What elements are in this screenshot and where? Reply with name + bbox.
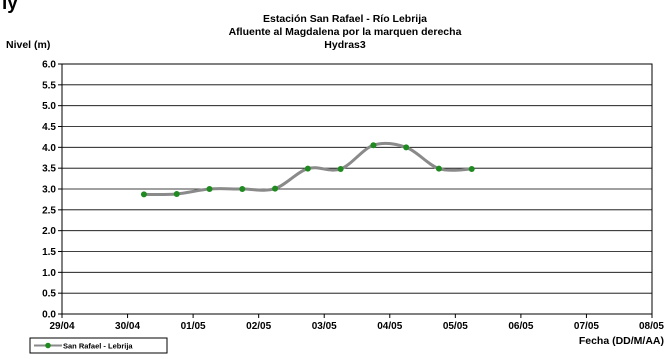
y-tick-label-0: 0.0 bbox=[42, 310, 56, 321]
x-tick-label-5: 04/05 bbox=[377, 321, 402, 332]
x-tick-label-0: 29/04 bbox=[49, 321, 74, 332]
data-point-0-9 bbox=[435, 165, 442, 172]
y-tick-label-4: 2.0 bbox=[42, 226, 56, 237]
data-point-0-0 bbox=[140, 191, 147, 198]
y-tick-label-10: 5.0 bbox=[42, 101, 56, 112]
grid-lines bbox=[62, 84, 652, 294]
y-axis-ticks: 0.0 0.5 1.0 1.5 2.0 2.5 3.0 3.5 4.0 4.5 5.0 5.5 6.0 bbox=[42, 60, 62, 321]
data-point-0-2 bbox=[206, 186, 213, 192]
chart-subtitle-line-1: Afluente al Magdalena por la marquen der… bbox=[229, 26, 462, 38]
y-tick-label-1: 0.5 bbox=[42, 289, 56, 300]
x-tick-label-1: 30/04 bbox=[115, 321, 140, 332]
y-tick-label-8: 4.0 bbox=[42, 143, 56, 154]
x-tick-label-6: 05/05 bbox=[443, 321, 468, 332]
data-point-0-1 bbox=[173, 191, 180, 197]
x-axis-label: Fecha (DD/M/AA) bbox=[579, 335, 664, 347]
y-axis-label: Nivel (m) bbox=[6, 39, 50, 51]
y-tick-label-7: 3.5 bbox=[42, 164, 56, 175]
legend-label: San Rafael - Lebrija bbox=[63, 342, 133, 351]
legend: San Rafael - Lebrija bbox=[29, 337, 168, 354]
x-tick-label-9: 08/05 bbox=[639, 321, 664, 332]
data-point-0-10 bbox=[468, 166, 475, 172]
x-tick-label-8: 07/05 bbox=[574, 321, 599, 332]
data-point-0-7 bbox=[370, 142, 377, 149]
legend-box bbox=[29, 337, 168, 354]
page-fragment-text: ly bbox=[2, 0, 18, 14]
x-axis-ticks: 29/04 30/04 01/05 02/05 03/05 04/05 05/05 06/05… bbox=[49, 314, 664, 332]
y-tick-label-3: 1.5 bbox=[42, 247, 56, 258]
data-point-0-6 bbox=[337, 166, 344, 172]
series-layer bbox=[140, 141, 475, 198]
y-tick-label-2: 1.0 bbox=[42, 268, 56, 279]
legend-marker bbox=[45, 342, 51, 349]
chart-subtitle-line-2: Hydras3 bbox=[324, 39, 366, 51]
y-tick-label-9: 4.5 bbox=[42, 122, 56, 133]
x-tick-label-3: 02/05 bbox=[246, 321, 271, 332]
data-point-0-8 bbox=[403, 144, 410, 151]
y-tick-label-6: 3.0 bbox=[42, 185, 56, 196]
y-tick-label-5: 2.5 bbox=[42, 205, 56, 216]
y-tick-label-12: 6.0 bbox=[42, 60, 56, 71]
data-point-0-3 bbox=[239, 186, 246, 192]
x-tick-label-4: 03/05 bbox=[312, 321, 337, 332]
x-tick-label-7: 06/05 bbox=[508, 321, 533, 332]
y-tick-label-11: 5.5 bbox=[42, 80, 56, 91]
data-point-0-4 bbox=[272, 185, 279, 192]
x-tick-label-2: 01/05 bbox=[181, 321, 206, 332]
chart-title: Estación San Rafael - Río Lebrija bbox=[263, 13, 427, 25]
data-point-0-5 bbox=[304, 165, 311, 172]
